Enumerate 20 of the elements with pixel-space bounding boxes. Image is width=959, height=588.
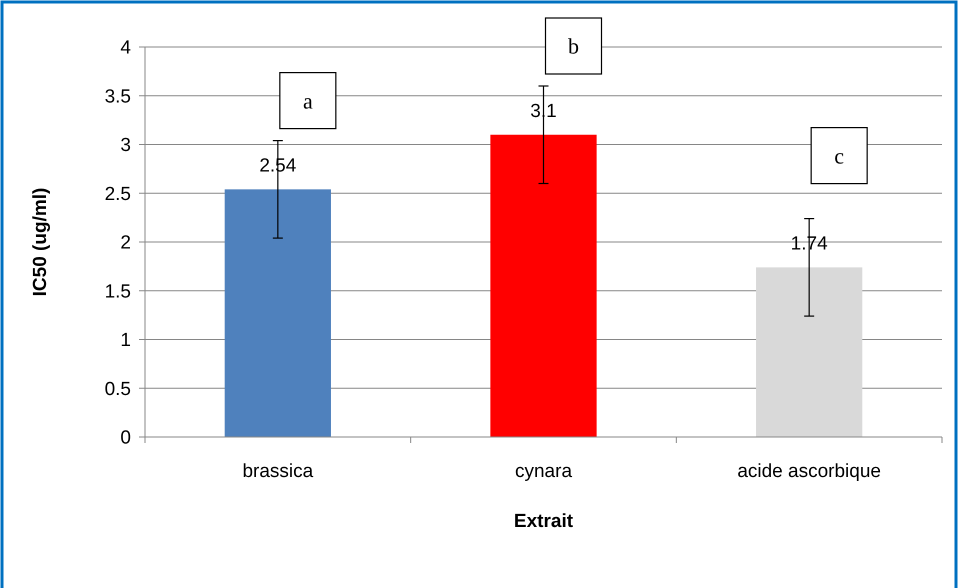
y-tick-label: 0.5	[104, 378, 131, 400]
x-tick-label: acide ascorbique	[737, 461, 881, 482]
annotation: b	[568, 34, 579, 59]
y-tick-label: 1.5	[104, 281, 131, 302]
y-tick-label: 2	[120, 232, 131, 254]
x-tick-label: cynara	[514, 461, 572, 482]
bar	[490, 134, 597, 437]
bar	[756, 267, 862, 437]
y-axis-title: IC50 (ug/ml)	[30, 188, 51, 296]
x-tick-label: brassica	[242, 461, 314, 482]
y-tick-label: 3	[120, 135, 131, 156]
bar	[224, 189, 331, 437]
x-axis-title: Extrait	[514, 511, 574, 532]
y-tick-label: 0	[120, 428, 131, 449]
y-tick-label: 1	[120, 330, 131, 352]
y-tick-label: 2.5	[104, 184, 131, 205]
y-tick-label: 3.5	[104, 86, 131, 108]
y-tick-label: 4	[120, 38, 132, 59]
annotation: a	[302, 88, 313, 114]
annotation: c	[834, 143, 844, 168]
